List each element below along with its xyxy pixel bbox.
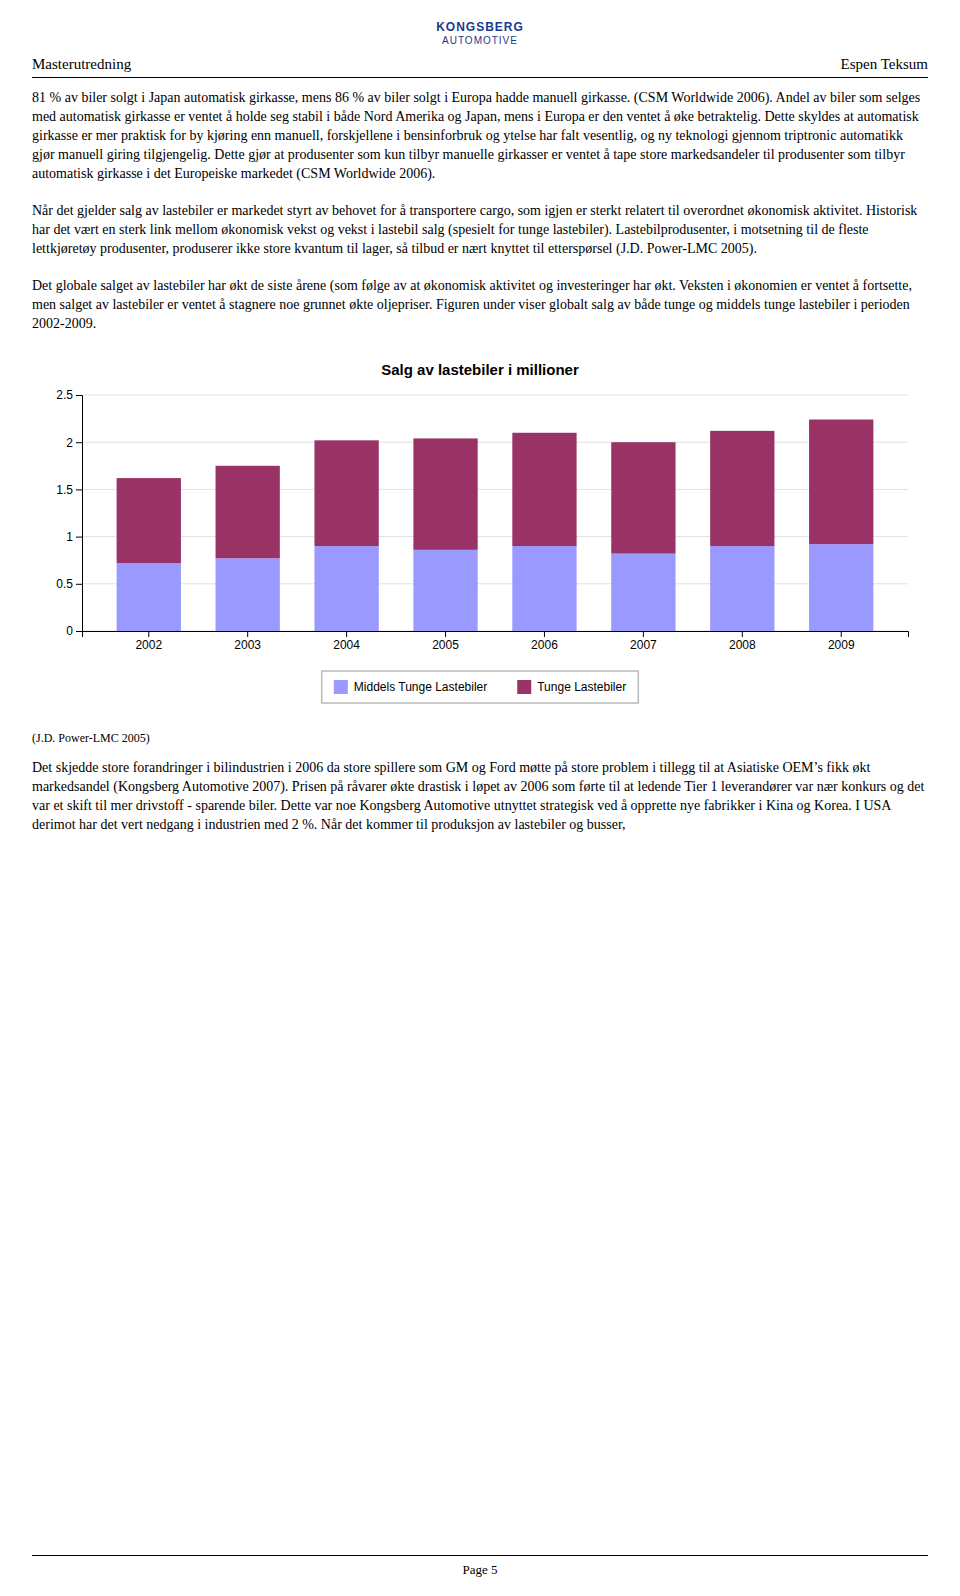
bar-series — [117, 420, 874, 563]
tick: 2 — [66, 436, 82, 450]
tick-mark — [76, 537, 82, 538]
tick-mark — [841, 631, 842, 637]
grid — [82, 395, 908, 631]
paragraph: 81 % av biler solgt i Japan automatisk g… — [32, 88, 928, 183]
bar — [314, 546, 378, 631]
legend-box — [322, 671, 638, 703]
tick-label: 2 — [66, 436, 73, 450]
bar — [117, 478, 181, 563]
paragraph: Det globale salget av lastebiler har økt… — [32, 276, 928, 333]
bar — [611, 554, 675, 631]
chart: Salg av lastebiler i millioner 0 0.5 1 1.5 2 2… — [32, 351, 928, 721]
grid-line — [82, 395, 908, 396]
bar — [809, 420, 873, 545]
bar — [710, 546, 774, 631]
tick-mark — [76, 584, 82, 585]
tick-label: 2006 — [531, 638, 558, 652]
grid-line — [82, 583, 908, 584]
bar — [314, 440, 378, 546]
grid-line — [82, 442, 908, 443]
tick: 1.5 — [56, 483, 82, 497]
tick-label: 1 — [66, 530, 73, 544]
chart-title: Salg av lastebiler i millioner — [381, 361, 579, 378]
y-axis: 0 0.5 1 1.5 2 2.5 — [56, 388, 82, 638]
paragraph: Når det gjelder salg av lastebiler er ma… — [32, 201, 928, 258]
legend: Middels Tunge Lastebiler Tunge Lastebiler — [322, 671, 638, 703]
legend-label: Middels Tunge Lastebiler — [354, 680, 487, 694]
bar — [413, 438, 477, 549]
tick-mark — [76, 395, 82, 396]
tick-label: 2007 — [630, 638, 657, 652]
tick: 2004 — [333, 631, 360, 652]
tick: 2009 — [828, 631, 855, 652]
bar — [512, 433, 576, 546]
tick-label: 1.5 — [56, 483, 73, 497]
tick-label: 2.5 — [56, 388, 73, 402]
tick: 2005 — [432, 631, 459, 652]
bar — [512, 546, 576, 631]
tick-mark — [76, 631, 82, 632]
bar — [216, 466, 280, 559]
tick-label: 2003 — [234, 638, 261, 652]
bar — [710, 431, 774, 546]
paragraph: Det skjedde store forandringer i bilindu… — [32, 758, 928, 834]
tick-mark — [346, 631, 347, 637]
axis-line — [76, 396, 83, 632]
bar — [216, 558, 280, 631]
tick: 0 — [66, 624, 82, 638]
tick-mark — [76, 489, 82, 490]
page: KONGSBERGAUTOMOTIVE Masterutredning Espen … — [32, 0, 928, 852]
bar — [413, 550, 477, 631]
legend-item: Tunge Lastebiler — [517, 680, 626, 694]
tick-label: 2002 — [135, 638, 162, 652]
tick-mark — [76, 442, 82, 443]
legend-swatch — [334, 680, 348, 694]
logo-top: KONGSBERG — [32, 20, 928, 34]
tick: 2007 — [630, 631, 657, 652]
caption: (J.D. Power-LMC 2005) — [32, 731, 928, 746]
tick: 2.5 — [56, 388, 82, 402]
tick-label: 2009 — [828, 638, 855, 652]
grid-line — [82, 489, 908, 490]
logo-bottom: AUTOMOTIVE — [32, 35, 928, 46]
bar — [809, 544, 873, 631]
tick: 1 — [66, 530, 82, 544]
tick-mark — [643, 631, 644, 637]
tick-label: 2004 — [333, 638, 360, 652]
tick-mark — [742, 631, 743, 637]
tick-label: 2005 — [432, 638, 459, 652]
tick-mark — [148, 631, 149, 637]
tick-label: 0.5 — [56, 577, 73, 591]
grid-line — [82, 536, 908, 537]
header: Masterutredning Espen Teksum — [32, 56, 928, 78]
tick-mark — [247, 631, 248, 637]
tick-mark — [544, 631, 545, 637]
header-right: Espen Teksum — [841, 56, 928, 73]
x-axis: 2002 2003 2004 2005 2006 2007 2008 2009 — [83, 631, 909, 652]
tick: 2003 — [234, 631, 261, 652]
legend-item: Middels Tunge Lastebiler — [334, 680, 487, 694]
tick: 2002 — [135, 631, 162, 652]
page-number: Page 5 — [32, 1555, 928, 1578]
tick-label: 0 — [66, 624, 73, 638]
tick-label: 2008 — [729, 638, 756, 652]
tick-mark — [445, 631, 446, 637]
tick: 2008 — [729, 631, 756, 652]
header-left: Masterutredning — [32, 56, 131, 73]
axis-line — [83, 632, 909, 638]
tick: 0.5 — [56, 577, 82, 591]
bar — [611, 442, 675, 553]
bar — [117, 563, 181, 631]
legend-swatch — [517, 680, 531, 694]
chart-container: Salg av lastebiler i millioner 0 0.5 1 1.5 2 2… — [32, 351, 928, 725]
legend-label: Tunge Lastebiler — [537, 680, 626, 694]
tick: 2006 — [531, 631, 558, 652]
bars — [117, 420, 874, 631]
